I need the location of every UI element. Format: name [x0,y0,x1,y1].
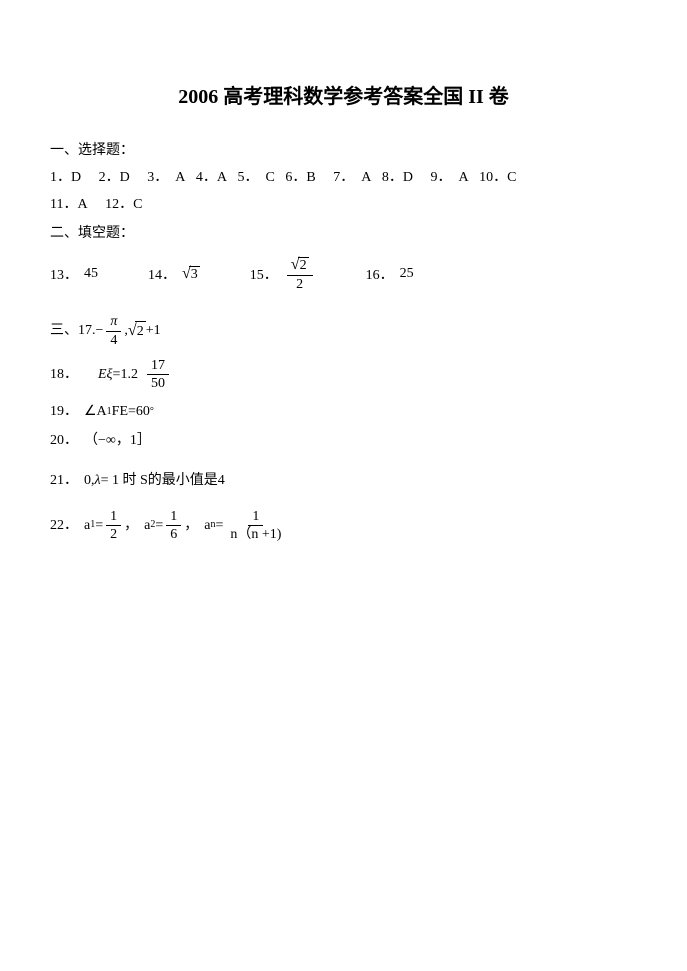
fraction: 1 6 [166,509,181,543]
sqrt-icon: 3 [182,265,200,283]
mc-item: 5． C [238,170,275,185]
mc-item: 7． A [333,170,371,185]
fraction: 17 50 [147,358,169,392]
mc-item: 1．D [50,170,81,185]
fraction: 2 2 [287,256,313,292]
fraction: π 4 [106,314,121,348]
multiple-choice-row-2: 11．A 12．C [50,192,637,219]
document-title: 2006 高考理科数学参考答案全国 II 卷 [50,80,637,109]
q21: 21． 0,λ = 1 时 S的最小值是4 [50,471,637,491]
sqrt-icon: 2 [291,256,309,274]
q22: 22． a1= 1 2 ， a2= 1 6 ， an = 1 n（n +1) [50,509,637,543]
q17: 三、17. − π 4 , 2 +1 [50,314,637,348]
fraction: 1 n（n +1) [226,509,285,543]
mc-item: 8．D [382,170,413,185]
sqrt-icon: 2 [128,320,146,342]
section-2-header: 二、填空题： [50,222,637,242]
q13: 13．45 [50,264,98,284]
mc-item: 10．C [479,170,516,185]
mc-item: 11．A [50,197,88,212]
q20: 20． （−∞，1］ [50,431,637,451]
mc-item: 3． A [147,170,185,185]
mc-item: 9． A [430,170,468,185]
multiple-choice-row-1: 1．D 2．D 3． A 4．A 5． C 6．B 7． A 8．D 9． A … [50,165,637,192]
q16: 16．25 [366,264,414,284]
q19: 19． ∠A1FE=60° [50,402,637,422]
fill-blank-row: 13．45 14． 3 15． 2 2 16．25 [50,256,637,292]
q15: 15． 2 2 [250,256,316,292]
mc-item: 12．C [105,197,142,212]
fraction: 1 2 [106,509,121,543]
mc-item: 6．B [285,170,315,185]
mc-item: 2．D [99,170,130,185]
q18: 18． Eξ =1.2 17 50 [50,358,637,392]
section-1-header: 一、选择题： [50,139,637,159]
mc-item: 4．A [196,170,227,185]
q14: 14． 3 [148,264,200,284]
